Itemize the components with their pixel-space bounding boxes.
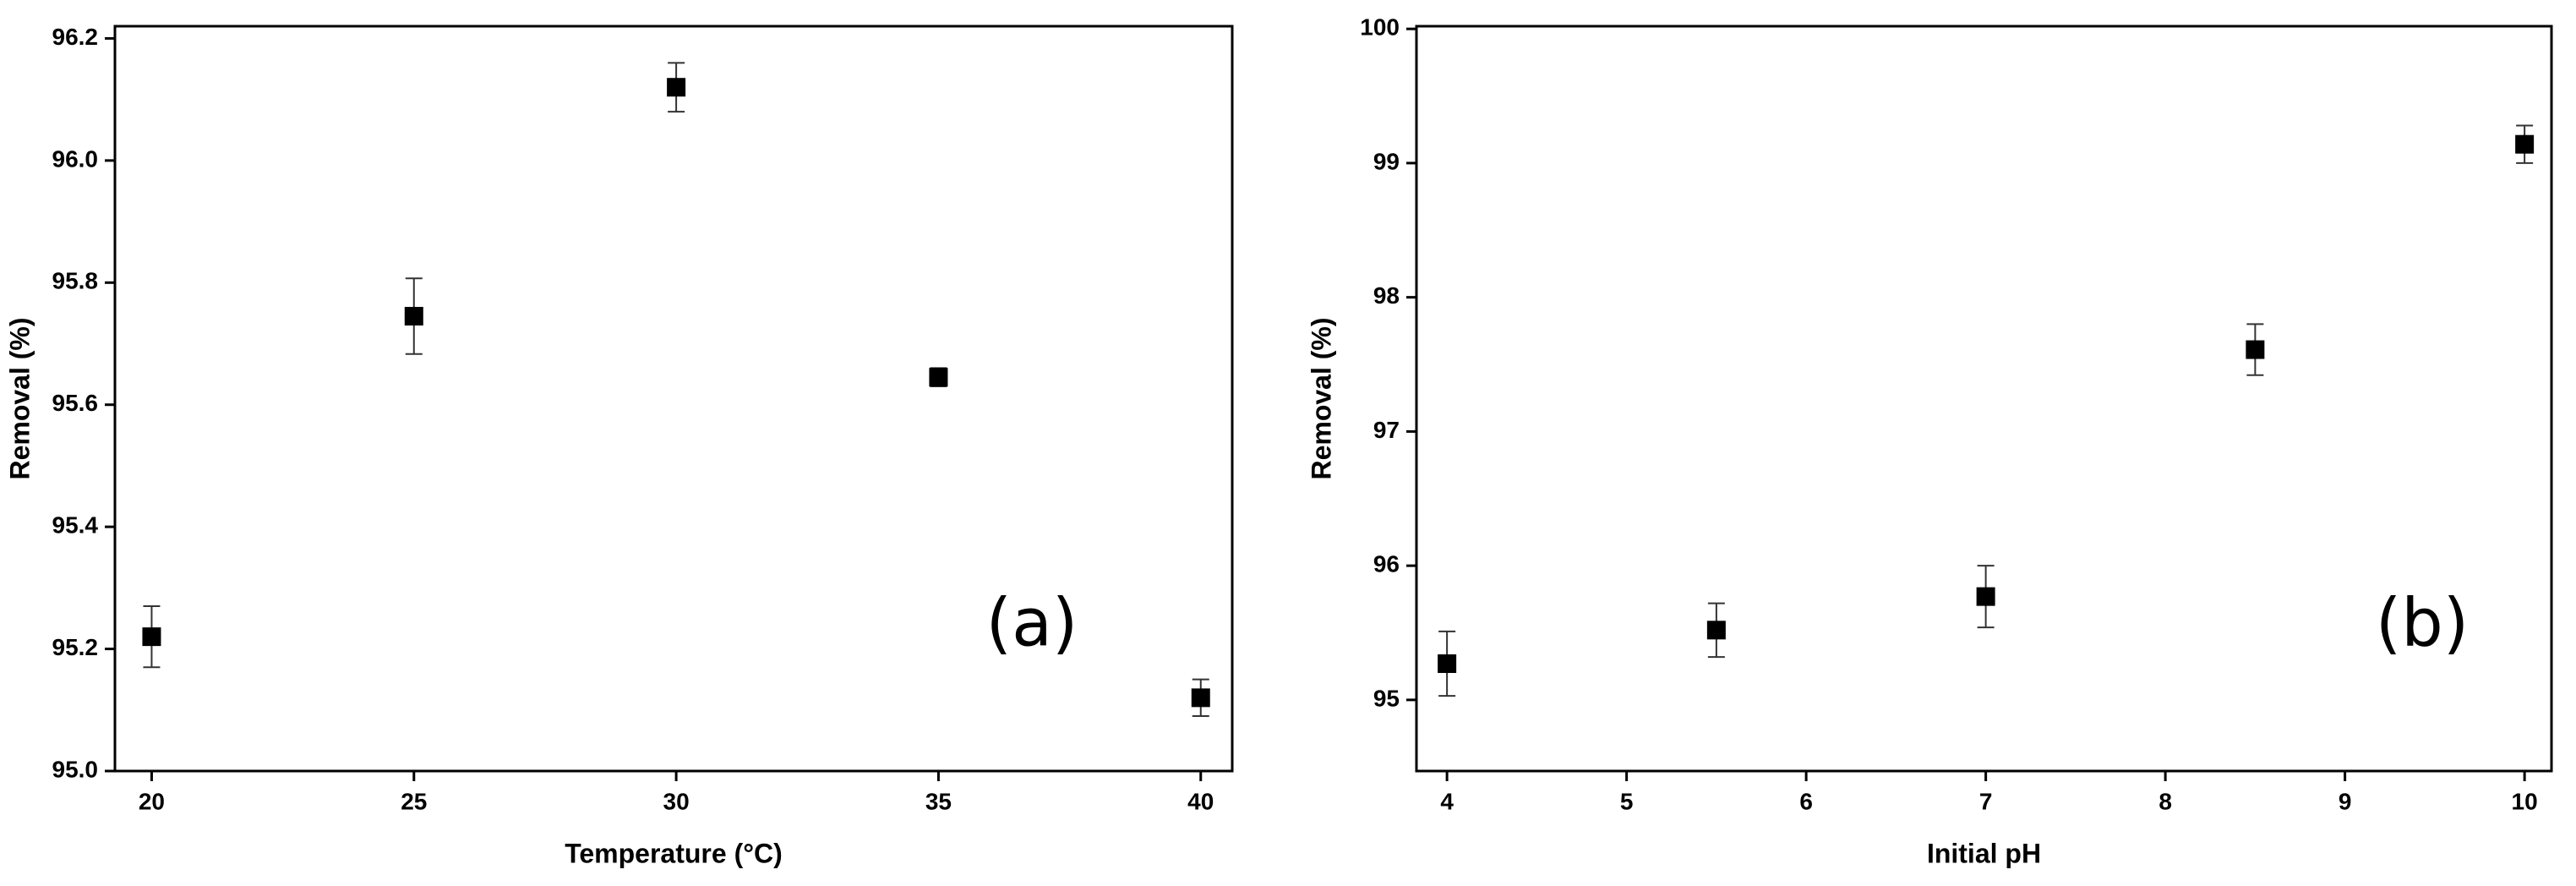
y-tick-label: 95 <box>1373 685 1400 711</box>
y-tick-label: 97 <box>1373 417 1400 443</box>
data-point <box>404 307 423 326</box>
x-axis-label: Initial pH <box>1927 838 2041 868</box>
x-tick-label: 10 <box>2512 788 2538 814</box>
data-point <box>1191 688 1210 708</box>
data-point <box>1976 587 1995 606</box>
x-tick-label: 6 <box>1799 788 1813 814</box>
x-tick-label: 25 <box>401 788 427 814</box>
annotation: (a) <box>986 585 1078 661</box>
y-tick-label: 95.6 <box>52 390 99 416</box>
y-tick-label: 96.2 <box>52 24 99 50</box>
data-point <box>142 627 161 647</box>
data-point <box>1438 654 1457 674</box>
y-tick-label: 100 <box>1360 14 1400 41</box>
y-tick-label: 95.8 <box>52 268 99 294</box>
data-point <box>667 78 686 97</box>
y-axis-label: Removal (%) <box>1306 317 1336 479</box>
y-tick-label: 95.4 <box>52 512 99 539</box>
y-tick-label: 95.0 <box>52 756 99 782</box>
y-tick-label: 99 <box>1373 148 1400 174</box>
plot-frame <box>1415 25 2553 773</box>
x-tick-label: 4 <box>1440 788 1454 814</box>
x-tick-label: 8 <box>2158 788 2172 814</box>
data-point <box>2515 134 2535 154</box>
y-axis-label: Removal (%) <box>4 317 35 479</box>
x-tick-label: 40 <box>1187 788 1214 814</box>
data-point <box>929 368 948 387</box>
x-tick-label: 30 <box>663 788 690 814</box>
x-tick-label: 20 <box>139 788 165 814</box>
y-tick-label: 95.2 <box>52 634 99 660</box>
plot-frame <box>113 25 1234 773</box>
x-tick-label: 5 <box>1620 788 1634 814</box>
y-tick-label: 96.0 <box>52 145 99 172</box>
annotation: (b) <box>2376 585 2469 661</box>
y-tick-label: 96 <box>1373 551 1400 577</box>
x-axis-label: Temperature (°C) <box>565 838 783 868</box>
y-tick-label: 98 <box>1373 282 1400 309</box>
data-point <box>2246 340 2265 359</box>
x-tick-label: 9 <box>2339 788 2352 814</box>
x-tick-label: 7 <box>1979 788 1993 814</box>
x-tick-label: 35 <box>925 788 952 814</box>
data-point <box>1706 621 1726 640</box>
